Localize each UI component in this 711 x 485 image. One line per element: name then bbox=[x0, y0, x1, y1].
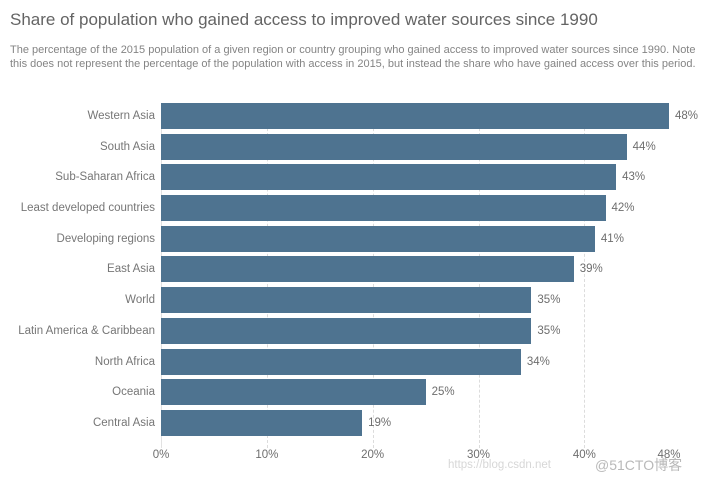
bar-value-label: 42% bbox=[611, 202, 635, 215]
category-label: Sub-Saharan Africa bbox=[55, 171, 155, 184]
bar-track: 35% bbox=[161, 287, 669, 314]
chart-title: Share of population who gained access to… bbox=[10, 10, 598, 29]
bar-row: Central Asia 19% bbox=[0, 409, 711, 436]
category-label: Western Asia bbox=[87, 110, 155, 122]
gridline bbox=[584, 103, 586, 448]
bar-value-label: 43% bbox=[622, 171, 646, 184]
bar bbox=[161, 287, 532, 314]
category-label: Developing regions bbox=[56, 232, 155, 245]
x-tick-label: 10% bbox=[255, 449, 279, 461]
bar-row: Least developed countries 42% bbox=[0, 195, 711, 222]
x-tick-label: 30% bbox=[466, 449, 491, 461]
x-tick-label: 48% bbox=[657, 449, 681, 461]
bar-row: Latin America & Caribbean 35% bbox=[0, 317, 711, 344]
bar bbox=[161, 317, 532, 344]
category-label: Least developed countries bbox=[20, 202, 155, 215]
bar bbox=[161, 379, 426, 406]
bar-value-label: 34% bbox=[526, 355, 550, 368]
plot-area: Western Asia 48% South Asia 44% Sub-Saha… bbox=[0, 103, 711, 448]
bar-value-label: 35% bbox=[537, 324, 561, 337]
category-label: Oceania bbox=[112, 386, 155, 399]
category-label: South Asia bbox=[100, 140, 155, 153]
bar bbox=[161, 133, 627, 160]
bar-track: 44% bbox=[161, 133, 669, 160]
bar-track: 39% bbox=[161, 256, 669, 283]
bar bbox=[161, 195, 606, 222]
bar-row: World 35% bbox=[0, 287, 711, 314]
bar-value-label: 44% bbox=[632, 140, 656, 153]
bar-track: 19% bbox=[161, 409, 669, 436]
x-tick-label: 40% bbox=[572, 449, 596, 461]
bar-rows: Western Asia 48% South Asia 44% Sub-Saha… bbox=[0, 103, 711, 441]
category-label: Latin America & Caribbean bbox=[18, 324, 155, 337]
bar-value-label: 48% bbox=[675, 110, 699, 122]
category-label: Central Asia bbox=[92, 416, 155, 429]
bar-row: Western Asia 48% bbox=[0, 103, 711, 129]
bar-track: 25% bbox=[161, 379, 669, 406]
category-label: World bbox=[125, 294, 155, 307]
bar-value-label: 39% bbox=[579, 263, 603, 276]
bar-track: 42% bbox=[161, 195, 669, 222]
bar-value-label: 35% bbox=[537, 294, 561, 307]
category-label: North Africa bbox=[94, 355, 155, 368]
bar-track: 43% bbox=[161, 164, 669, 191]
bar-track: 35% bbox=[161, 317, 669, 344]
bar bbox=[161, 256, 574, 283]
bar-value-label: 25% bbox=[431, 386, 455, 399]
bar bbox=[161, 103, 669, 129]
bar-row: Oceania 25% bbox=[0, 379, 711, 406]
bar-row: South Asia 44% bbox=[0, 133, 711, 160]
x-axis: 0% 10% 20% 30% 40% 48% bbox=[0, 449, 711, 465]
bar-value-label: 19% bbox=[368, 416, 392, 429]
bar bbox=[161, 164, 617, 191]
x-tick-label: 0% bbox=[152, 449, 170, 461]
bar-track: 34% bbox=[161, 348, 669, 375]
bar-row: East Asia 39% bbox=[0, 256, 711, 283]
bar bbox=[161, 225, 595, 252]
bar bbox=[161, 348, 521, 375]
bar-track: 48% bbox=[161, 103, 698, 129]
category-label: East Asia bbox=[107, 263, 155, 276]
bar-track: 41% bbox=[161, 225, 669, 252]
bar-value-label: 41% bbox=[600, 232, 624, 245]
x-tick-label: 20% bbox=[361, 449, 385, 461]
bar-row: Developing regions 41% bbox=[0, 225, 711, 252]
bar-row: North Africa 34% bbox=[0, 348, 711, 375]
bar bbox=[161, 409, 363, 436]
chart-subtitle: The percentage of the 2015 population of… bbox=[10, 44, 696, 70]
bar-row: Sub-Saharan Africa 43% bbox=[0, 164, 711, 191]
